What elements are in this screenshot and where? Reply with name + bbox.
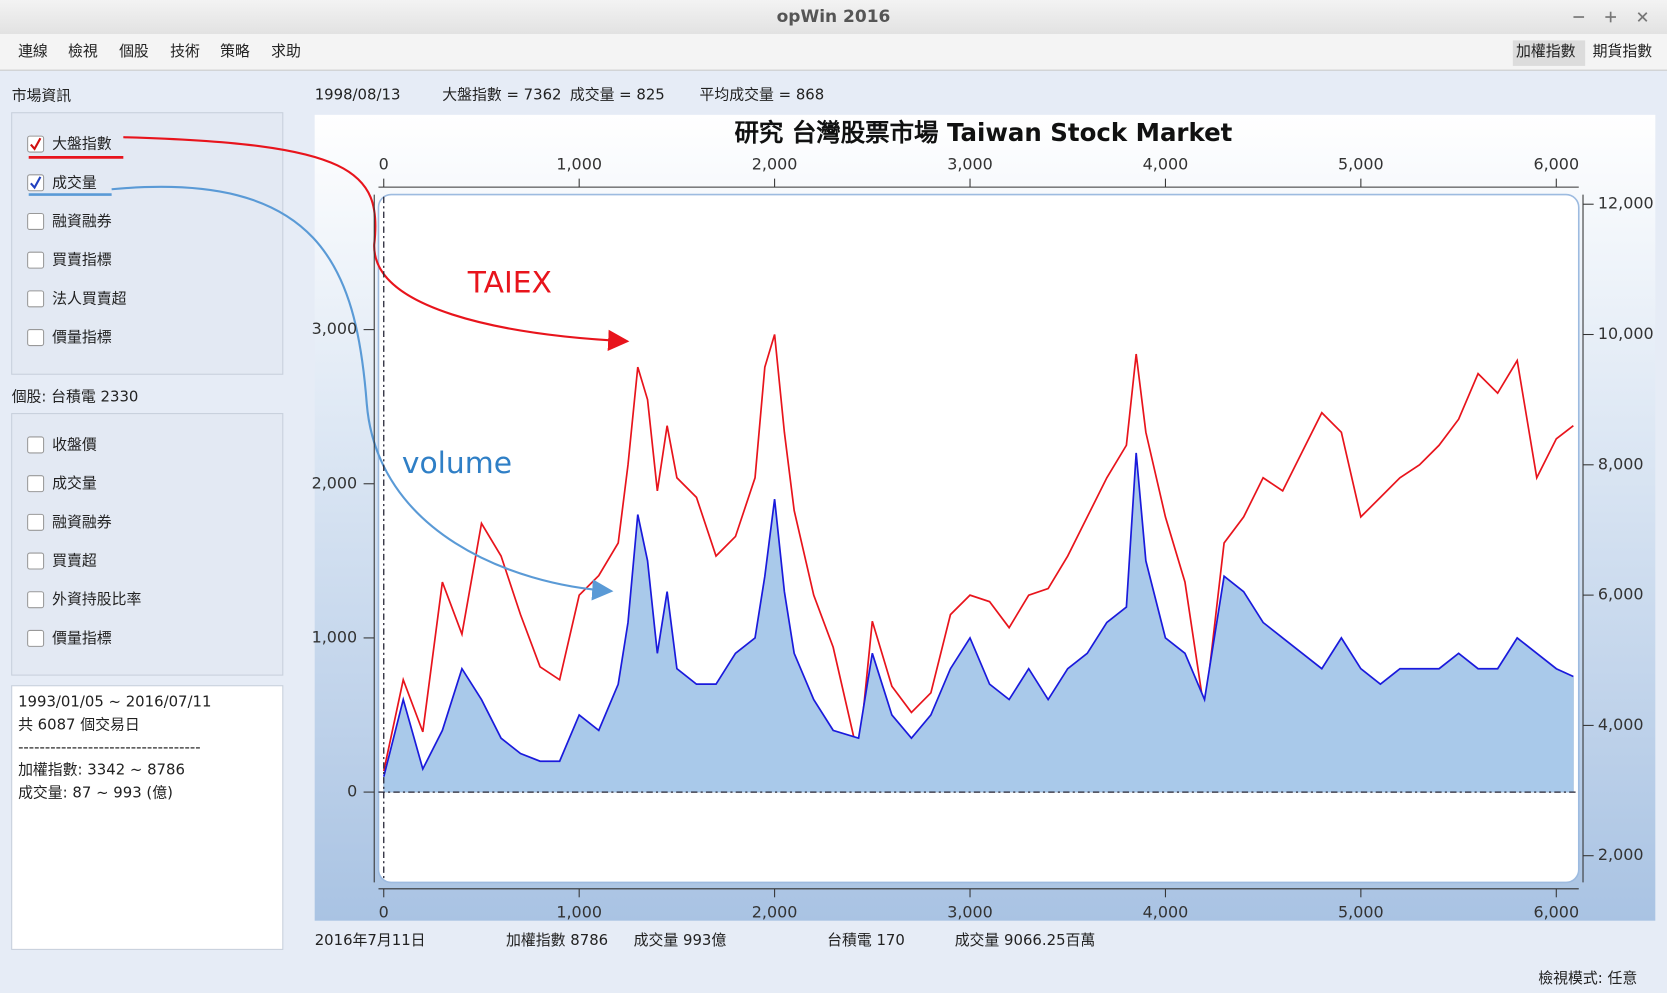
chart-title: 研究 台灣股票市場 Taiwan Stock Market	[734, 118, 1232, 147]
checkbox-label[interactable]: 收盤價	[52, 435, 97, 453]
x-tick-label: 1,000	[556, 154, 602, 173]
x-tick-label: 2,000	[752, 903, 798, 922]
y2-tick-label: 10,000	[1598, 324, 1654, 343]
menu-item[interactable]: 連線	[18, 42, 48, 60]
x-tick-label: 3,000	[947, 154, 993, 173]
checkbox-label[interactable]: 價量指標	[52, 328, 112, 346]
x-tick-label: 0	[379, 903, 389, 922]
series-line	[382, 334, 1574, 772]
menu-item[interactable]: 檢視	[68, 42, 98, 60]
series-line	[382, 452, 1574, 777]
toolbar-button[interactable]: 加權指數	[1516, 42, 1576, 60]
window-controls[interactable]	[1573, 11, 1648, 23]
section-title: 市場資訊	[12, 87, 72, 105]
status-bottom: 加權指數 8786	[506, 931, 608, 949]
y-tick-label: 0	[347, 782, 357, 801]
status-top: 1998/08/13	[315, 86, 401, 104]
y2-tick-label: 2,000	[1598, 845, 1644, 864]
checkbox[interactable]	[27, 329, 45, 347]
checkbox-label[interactable]: 融資融券	[52, 513, 112, 531]
status-top: 大盤指數 = 7362	[442, 86, 561, 104]
status-bottom: 2016年7月11日	[315, 931, 426, 949]
checkbox[interactable]	[27, 591, 45, 609]
checkbox[interactable]	[27, 251, 45, 269]
arrow	[111, 185, 614, 601]
x-tick-label: 3,000	[947, 903, 993, 922]
checkbox-label[interactable]: 價量指標	[52, 629, 112, 647]
y2-tick-label: 6,000	[1598, 585, 1644, 604]
checkbox[interactable]	[27, 290, 45, 308]
info-line: 1993/01/05 ~ 2016/07/11	[18, 693, 211, 711]
window-title: opWin 2016	[777, 7, 891, 27]
menu-item[interactable]: 技術	[170, 42, 200, 60]
toolbar-active	[1512, 40, 1586, 66]
checkbox-label[interactable]: 成交量	[52, 474, 97, 492]
x-tick-label: 0	[379, 154, 389, 173]
view-mode: 檢視模式: 任意	[1538, 969, 1637, 987]
x-tick-label: 4,000	[1143, 154, 1189, 173]
checkbox[interactable]	[27, 436, 45, 454]
menu-item[interactable]: 個股	[119, 42, 149, 60]
checkbox-label[interactable]: 外資持股比率	[52, 590, 141, 608]
checkbox[interactable]	[27, 629, 45, 647]
menu-bar	[0, 34, 1667, 71]
status-bottom: 成交量 993億	[634, 931, 727, 949]
annotation: volume	[402, 446, 512, 481]
x-tick-label: 4,000	[1143, 903, 1189, 922]
y2-tick-label: 4,000	[1598, 715, 1644, 734]
status-bottom: 台積電 170	[827, 931, 905, 949]
info-line: ----------------------------------	[18, 738, 201, 756]
menu-item[interactable]: 求助	[271, 42, 301, 60]
x-tick-label: 2,000	[752, 154, 798, 173]
checkbox-label[interactable]: 買賣超	[52, 552, 97, 570]
checkbox-label[interactable]: 成交量	[52, 173, 97, 191]
toolbar-button[interactable]: 期貨指數	[1593, 42, 1653, 60]
checkbox-label[interactable]: 大盤指數	[52, 135, 112, 153]
checkmark	[30, 137, 42, 151]
checkbox[interactable]	[27, 475, 45, 493]
y2-tick-label: 8,000	[1598, 454, 1644, 473]
y-tick-label: 2,000	[312, 473, 358, 492]
section-title: 個股: 台積電 2330	[12, 388, 139, 406]
x-tick-label: 1,000	[556, 903, 602, 922]
checkbox[interactable]	[27, 552, 45, 570]
x-tick-label: 6,000	[1533, 903, 1579, 922]
stock-box	[11, 413, 284, 676]
status-top: 平均成交量 = 868	[700, 86, 825, 104]
y-tick-label: 3,000	[312, 319, 358, 338]
info-line: 成交量: 87 ~ 993 (億)	[18, 783, 173, 801]
menu-item[interactable]: 策略	[220, 42, 250, 60]
checkbox[interactable]	[27, 174, 45, 192]
checkbox-label[interactable]: 法人買賣超	[52, 289, 126, 307]
status-bottom: 成交量 9066.25百萬	[955, 931, 1096, 949]
checkbox[interactable]	[27, 513, 45, 531]
y-tick-label: 1,000	[312, 627, 358, 646]
x-tick-label: 6,000	[1533, 154, 1579, 173]
checkbox[interactable]	[27, 212, 45, 230]
status-top: 成交量 = 825	[570, 86, 665, 104]
checkbox-label[interactable]: 融資融券	[52, 212, 112, 230]
checkmark	[30, 176, 42, 190]
checkbox[interactable]	[27, 135, 45, 153]
info-line: 加權指數: 3342 ~ 8786	[18, 761, 185, 779]
plot-layer	[382, 334, 1574, 793]
checkbox-label[interactable]: 買賣指標	[52, 251, 112, 269]
info-line: 共 6087 個交易日	[18, 715, 140, 733]
x-tick-label: 5,000	[1338, 903, 1384, 922]
annotation: TAIEX	[467, 265, 552, 300]
y2-tick-label: 12,000	[1598, 194, 1654, 213]
info-box	[11, 685, 284, 950]
title-bar	[0, 0, 1667, 35]
x-tick-label: 5,000	[1338, 154, 1384, 173]
